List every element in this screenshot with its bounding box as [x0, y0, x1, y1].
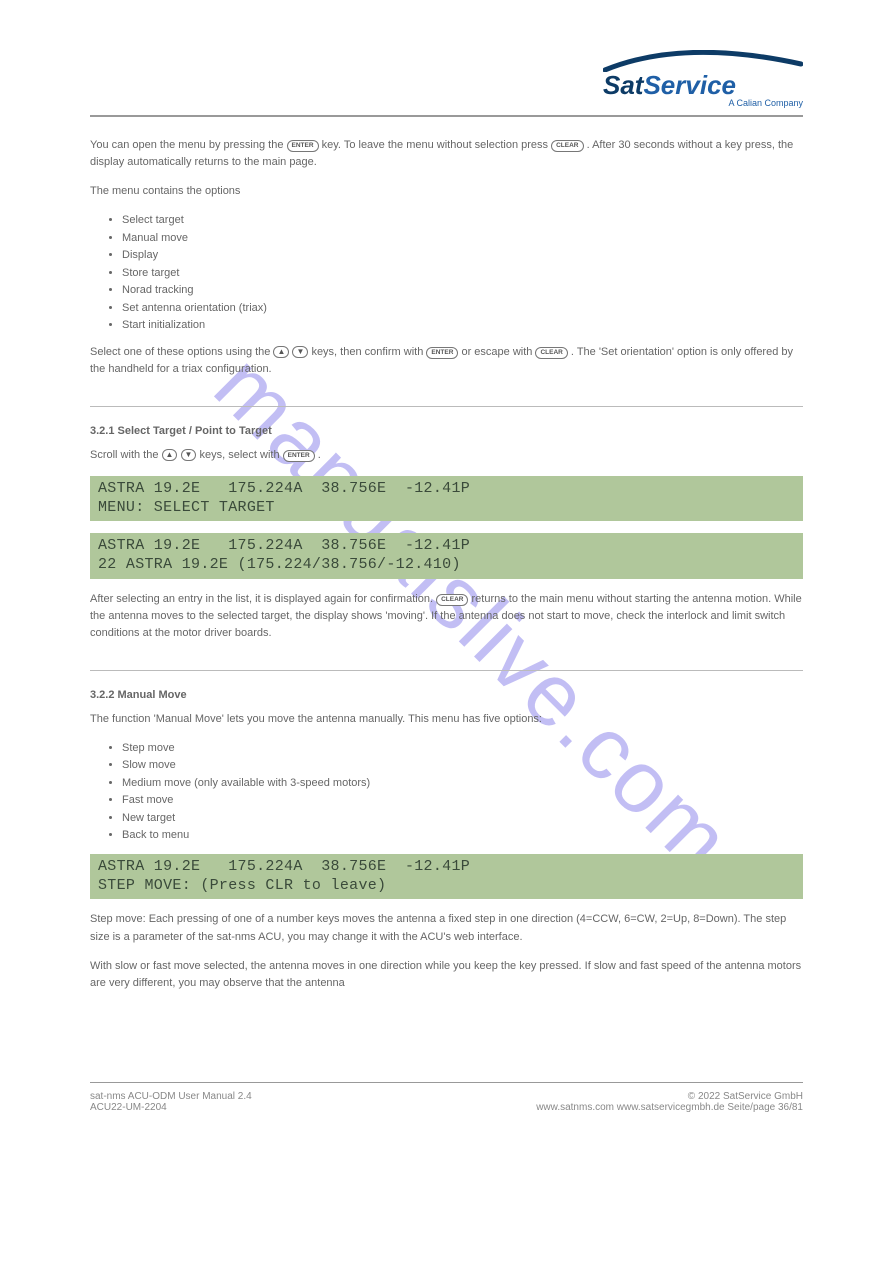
- footer-copyright: © 2022 SatService GmbH: [688, 1091, 803, 1102]
- list-item: New target: [122, 810, 803, 827]
- text: or escape with: [461, 346, 535, 358]
- list-item: Back to menu: [122, 827, 803, 844]
- footer-rule: [90, 1082, 803, 1083]
- manual-options-list: Step move Slow move Medium move (only av…: [122, 740, 803, 844]
- up-key-icon: ▲: [273, 346, 289, 358]
- list-item: Step move: [122, 740, 803, 757]
- lcd-line: ASTRA 19.2E 175.224A 38.756E -12.41P: [98, 537, 470, 554]
- section-heading: 3.2.1 Select Target / Point to Target: [90, 425, 803, 437]
- menu-options-list: Select target Manual move Display Store …: [122, 212, 803, 334]
- nav-paragraph: Select one of these options using the ▲ …: [90, 344, 803, 378]
- lcd-line: MENU: SELECT TARGET: [98, 499, 275, 516]
- footer-urls: www.satnms.com www.satservicegmbh.de Sei…: [536, 1102, 803, 1113]
- text: .: [318, 449, 321, 461]
- down-key-icon: ▼: [181, 449, 197, 461]
- page-footer: sat-nms ACU-ODM User Manual 2.4 © 2022 S…: [90, 1082, 803, 1113]
- section-heading: 3.2.2 Manual Move: [90, 689, 803, 701]
- manual-move-section: 3.2.2 Manual Move The function 'Manual M…: [90, 689, 803, 992]
- text: The menu contains the options: [90, 183, 803, 200]
- text: Select one of these options using the: [90, 346, 273, 358]
- text: Scroll with the: [90, 449, 162, 461]
- enter-key-icon: ENTER: [287, 140, 319, 152]
- text: keys, then confirm with: [311, 346, 426, 358]
- clear-key-icon: CLEAR: [436, 594, 468, 606]
- intro-section: You can open the menu by pressing the EN…: [90, 137, 803, 378]
- page: SatService A Calian Company You can open…: [0, 0, 893, 1173]
- enter-key-icon: ENTER: [283, 450, 315, 462]
- header-rule: [90, 115, 803, 117]
- lcd-display: ASTRA 19.2E 175.224A 38.756E -12.41P 22 …: [90, 533, 803, 579]
- logo-block: SatService A Calian Company: [90, 50, 803, 109]
- text: You can open the menu by pressing the: [90, 139, 287, 151]
- section-divider: [90, 670, 803, 671]
- list-item: Start initialization: [122, 317, 803, 334]
- scroll-paragraph: Scroll with the ▲ ▼ keys, select with EN…: [90, 447, 803, 464]
- lcd-line: ASTRA 19.2E 175.224A 38.756E -12.41P: [98, 858, 470, 875]
- list-item: Slow move: [122, 757, 803, 774]
- up-key-icon: ▲: [162, 449, 178, 461]
- list-item: Select target: [122, 212, 803, 229]
- text: keys, select with: [200, 449, 283, 461]
- lcd-display: ASTRA 19.2E 175.224A 38.756E -12.41P MEN…: [90, 476, 803, 522]
- logo-sat: Sat: [603, 70, 643, 100]
- logo-service: Service: [643, 70, 736, 100]
- clear-key-icon: CLEAR: [551, 140, 583, 152]
- intro-paragraph: You can open the menu by pressing the EN…: [90, 137, 803, 171]
- lcd-line: STEP MOVE: (Press CLR to leave): [98, 877, 386, 894]
- list-item: Manual move: [122, 230, 803, 247]
- section-divider: [90, 406, 803, 407]
- lcd-display: ASTRA 19.2E 175.224A 38.756E -12.41P STE…: [90, 854, 803, 900]
- list-item: Fast move: [122, 792, 803, 809]
- logo-swoosh-icon: [603, 50, 803, 72]
- list-item: Set antenna orientation (triax): [122, 300, 803, 317]
- list-item: Store target: [122, 265, 803, 282]
- lcd-line: ASTRA 19.2E 175.224A 38.756E -12.41P: [98, 480, 470, 497]
- down-key-icon: ▼: [292, 346, 308, 358]
- text: After selecting an entry in the list, it…: [90, 593, 436, 605]
- enter-key-icon: ENTER: [426, 347, 458, 359]
- confirm-paragraph: After selecting an entry in the list, it…: [90, 591, 803, 642]
- logo-brand: SatService: [603, 72, 803, 98]
- lcd-line: 22 ASTRA 19.2E (175.224/38.756/-12.410): [98, 556, 461, 573]
- list-item: Norad tracking: [122, 282, 803, 299]
- list-item: Medium move (only available with 3-speed…: [122, 775, 803, 792]
- text: key. To leave the menu without selection…: [322, 139, 552, 151]
- slow-fast-text: With slow or fast move selected, the ant…: [90, 958, 803, 992]
- footer-doc-id: ACU22-UM-2204: [90, 1102, 167, 1113]
- select-target-section: 3.2.1 Select Target / Point to Target Sc…: [90, 425, 803, 642]
- intro-text: The function 'Manual Move' lets you move…: [90, 711, 803, 728]
- footer-doc-title: sat-nms ACU-ODM User Manual 2.4: [90, 1091, 252, 1102]
- step-move-text: Step move: Each pressing of one of a num…: [90, 911, 803, 945]
- list-item: Display: [122, 247, 803, 264]
- clear-key-icon: CLEAR: [535, 347, 567, 359]
